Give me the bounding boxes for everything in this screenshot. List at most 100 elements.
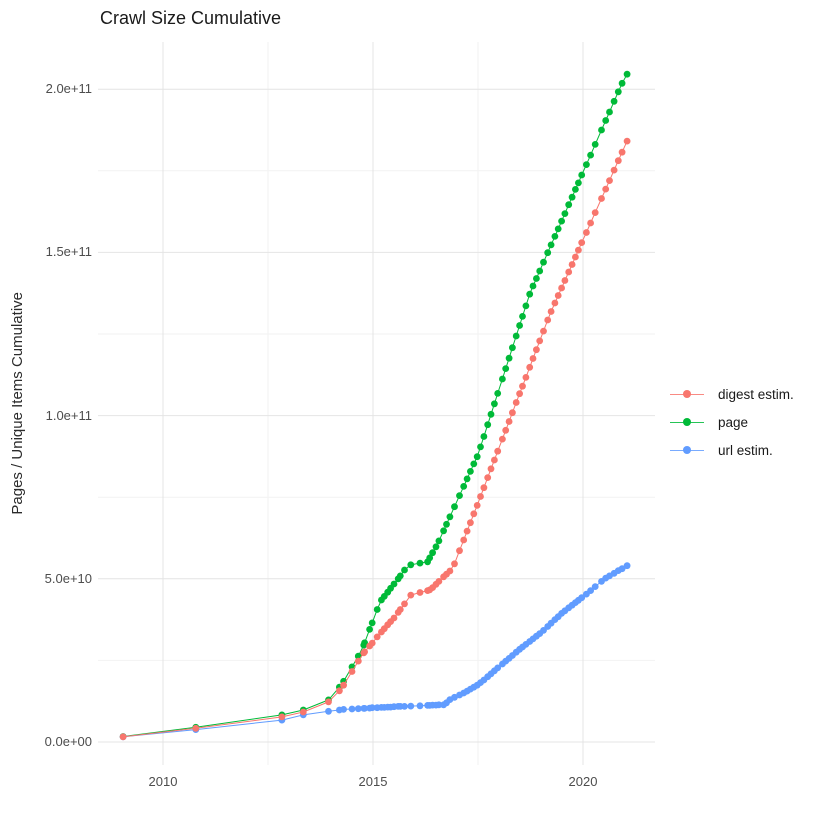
data-point — [446, 513, 454, 521]
y-tick-label: 1.5e+11 — [45, 244, 92, 260]
data-point — [522, 302, 530, 310]
data-point — [610, 166, 618, 174]
data-point — [618, 565, 626, 573]
data-point — [361, 705, 368, 712]
data-point — [614, 157, 622, 165]
data-point — [354, 657, 362, 665]
data-point — [618, 79, 626, 87]
legend-key-icon — [670, 445, 704, 455]
data-point — [401, 600, 408, 608]
data-point — [435, 578, 443, 585]
data-point — [325, 698, 332, 706]
data-point — [499, 435, 506, 443]
data-point — [565, 268, 573, 276]
data-point — [558, 284, 565, 292]
plot-panel — [98, 42, 655, 765]
data-point — [348, 705, 356, 713]
data-point — [192, 724, 200, 732]
data-point — [568, 261, 576, 268]
y-axis-title: Pages / Unique Items Cumulative — [8, 292, 26, 515]
y-axis-title-container: Pages / Unique Items Cumulative — [0, 42, 34, 765]
data-point — [614, 88, 622, 96]
data-point — [623, 70, 631, 78]
data-point — [598, 126, 605, 134]
data-point — [561, 210, 569, 218]
data-point — [119, 733, 127, 741]
data-point — [502, 365, 510, 372]
x-tick-label: 2015 — [358, 774, 388, 789]
data-point — [572, 253, 579, 261]
data-point — [591, 583, 599, 590]
data-point — [460, 483, 468, 490]
data-point — [443, 520, 450, 528]
data-point — [446, 567, 454, 575]
y-tick-label: 0.0e+00 — [44, 734, 92, 749]
data-point — [547, 241, 555, 249]
data-point — [401, 566, 408, 574]
legend-key-dot — [683, 390, 691, 398]
data-point — [502, 426, 510, 434]
data-point — [491, 400, 498, 408]
data-point — [606, 177, 613, 185]
data-point — [536, 337, 544, 345]
legend-key-icon — [670, 389, 704, 399]
data-point — [390, 580, 398, 588]
legend-item-label: page — [718, 414, 749, 430]
data-point — [547, 308, 555, 315]
data-point — [526, 290, 534, 298]
data-point — [509, 409, 516, 417]
data-point — [470, 510, 478, 518]
data-point — [480, 433, 488, 440]
data-point — [368, 639, 376, 647]
data-point — [361, 648, 368, 656]
data-point — [578, 171, 586, 179]
data-point — [451, 560, 458, 568]
data-point — [368, 704, 376, 712]
data-point — [396, 606, 404, 613]
data-point — [529, 355, 537, 362]
data-point — [278, 713, 286, 721]
data-point — [477, 493, 484, 500]
data-point — [494, 390, 502, 397]
data-point — [578, 594, 586, 602]
data-point — [407, 702, 415, 710]
data-point — [533, 275, 540, 282]
data-point — [618, 148, 626, 156]
data-point — [416, 589, 424, 596]
data-point — [487, 465, 495, 473]
data-point — [606, 108, 613, 116]
data-point — [407, 561, 415, 569]
data-point — [602, 117, 610, 124]
data-point — [473, 453, 481, 461]
data-point — [390, 614, 398, 622]
legend-key-dot — [683, 418, 691, 426]
data-point — [299, 708, 307, 716]
data-point — [456, 492, 463, 499]
data-point — [373, 633, 381, 641]
y-tick-label: 5.0e+10 — [44, 570, 92, 586]
data-point — [583, 229, 590, 236]
data-point — [432, 543, 440, 551]
data-point — [575, 179, 582, 187]
data-point — [516, 322, 523, 329]
data-point — [460, 536, 468, 544]
data-point — [522, 374, 530, 381]
data-point — [505, 354, 513, 362]
data-point — [401, 703, 408, 710]
data-point — [536, 267, 544, 275]
data-point — [340, 681, 347, 689]
data-point — [512, 332, 520, 340]
data-point — [561, 277, 569, 284]
data-point — [336, 687, 343, 695]
data-point — [467, 468, 474, 475]
data-point — [368, 619, 376, 627]
data-point — [602, 185, 610, 193]
data-point — [473, 502, 481, 509]
data-point — [440, 527, 447, 535]
data-point — [480, 484, 488, 492]
y-tick-label: 1.0e+11 — [45, 407, 92, 423]
chart-title: Crawl Size Cumulative — [100, 8, 282, 28]
data-point — [348, 668, 356, 675]
data-point — [583, 161, 590, 168]
